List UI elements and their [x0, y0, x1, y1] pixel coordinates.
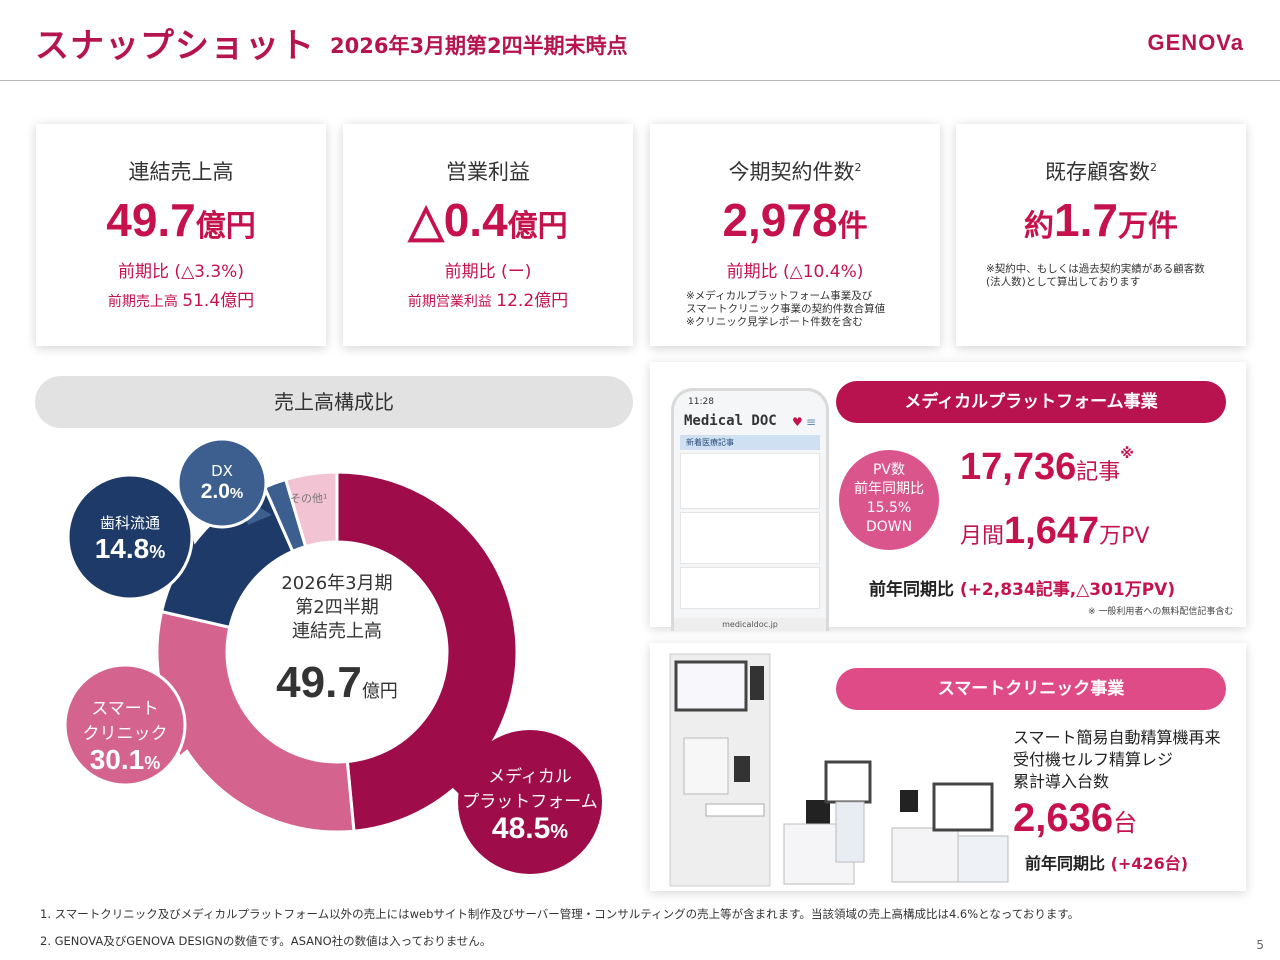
- slice-medical: [335, 470, 519, 833]
- medical-platform-header: メディカルプラットフォーム事業: [836, 381, 1226, 423]
- kpi-comparison: 前期比 (△3.3%): [118, 262, 244, 282]
- menu-icon: ≡: [806, 415, 817, 429]
- phone-status-time: 11:28: [688, 397, 714, 407]
- kpi-comparison: 前期比 (ー): [444, 262, 532, 282]
- footnote-2: 2. GENOVA及びGENOVA DESIGNの数値です。ASANO社の数値は…: [40, 934, 492, 948]
- smart-clinic-description: スマート簡易自動精算機再来 受付機セルフ精算レジ 累計導入台数: [1013, 728, 1221, 791]
- kiosk-count: 2,636台: [1013, 796, 1138, 840]
- pv-change-badge: PV数 前年同期比 15.5% DOWN: [839, 450, 939, 550]
- article-count: 17,736記事※: [960, 446, 1134, 488]
- dental-share-label: 歯科流通 14.8%: [94, 514, 166, 564]
- page-subtitle: 2026年3月期第2四半期末時点: [330, 34, 628, 58]
- kpi-value: 49.7億円: [106, 194, 256, 246]
- kpi-label: 営業利益: [446, 160, 530, 184]
- kpi-label: 連結売上高: [128, 160, 234, 184]
- header-divider: [0, 80, 1280, 81]
- phone-article-card: [680, 512, 820, 564]
- medical-note: ※ 一般利用者への無料配信記事含む: [1088, 607, 1234, 617]
- phone-article-card: [680, 453, 820, 509]
- kpi-card-revenue: 連結売上高 49.7億円 前期比 (△3.3%) 前期売上高 51.4億円: [36, 124, 326, 346]
- kpi-note: ※契約中、もしくは過去契約実績がある顧客数 (法人数)として算出しております: [986, 263, 1205, 288]
- composition-header: 売上高構成比: [35, 376, 633, 428]
- kpi-card-operating-profit: 営業利益 △0.4億円 前期比 (ー) 前期営業利益 12.2億円: [343, 124, 633, 346]
- phone-url-bar: medicaldoc.jp: [674, 618, 826, 631]
- kpi-note: ※メディカルプラットフォーム事業及び スマートクリニック事業の契約件数合算値 ※…: [686, 290, 886, 328]
- phone-section-header: 新着医療記事: [680, 435, 820, 450]
- kpi-label: 既存顧客数2: [1045, 160, 1157, 184]
- composition-chart: [63, 437, 602, 874]
- smart-clinic-header: スマートクリニック事業: [836, 668, 1226, 710]
- donut-center-value: 49.7億円: [276, 658, 398, 707]
- phone-brand: Medical DOC: [684, 413, 777, 429]
- kpi-previous: 前期営業利益 12.2億円: [407, 291, 569, 311]
- slice-other: [283, 470, 339, 549]
- kpi-previous: 前期売上高 51.4億円: [107, 291, 255, 311]
- kiosk-product-image: [669, 653, 1009, 887]
- bubble-dental: [66, 473, 205, 601]
- bubble-medical: [430, 730, 602, 874]
- medical-share-label: メディカル プラットフォーム 48.5%: [462, 767, 598, 845]
- kpi-comparison: 前期比 (△10.4%): [726, 262, 864, 282]
- phone-mockup: 11:28 Medical DOC ♥ ≡ 新着医療記事 medicaldoc.…: [671, 388, 829, 631]
- bubble-smart-clinic: [63, 663, 218, 787]
- page-title: スナップショット: [35, 26, 315, 66]
- smart-clinic-yoy: 前年同期比 (+426台): [1025, 854, 1189, 873]
- monthly-pv: 月間1,647万PV: [960, 510, 1150, 552]
- footnote-1: 1. スマートクリニック及びメディカルプラットフォーム以外の売上にはwebサイト…: [40, 907, 1080, 921]
- kpi-value: 2,978件: [722, 194, 868, 246]
- medical-yoy: 前年同期比 (+2,834記事,△301万PV): [869, 580, 1176, 600]
- kpi-value: △0.4億円: [408, 194, 568, 246]
- page-number: 5: [1256, 938, 1264, 952]
- smart-clinic-share-label: スマート クリニック 30.1%: [82, 699, 168, 775]
- kpi-card-customers: 既存顧客数2 約1.7万件 ※契約中、もしくは過去契約実績がある顧客数 (法人数…: [956, 124, 1246, 346]
- slice-smart-clinic: [155, 609, 356, 834]
- kpi-label: 今期契約件数2: [728, 160, 862, 184]
- dx-share-label: DX 2.0%: [200, 462, 244, 503]
- phone-article-card: [680, 567, 820, 609]
- bubble-dx: [176, 437, 272, 529]
- kpi-value: 約1.7万件: [1024, 194, 1178, 246]
- other-slice-label: その他¹: [290, 492, 328, 505]
- donut-center-caption: 2026年3月期 第2四半期 連結売上高: [281, 573, 393, 642]
- heart-icon: ♥: [792, 415, 803, 429]
- kpi-card-contracts: 今期契約件数2 2,978件 前期比 (△10.4%) ※メディカルプラットフォ…: [650, 124, 940, 346]
- company-logo: GENOVa: [1147, 30, 1244, 55]
